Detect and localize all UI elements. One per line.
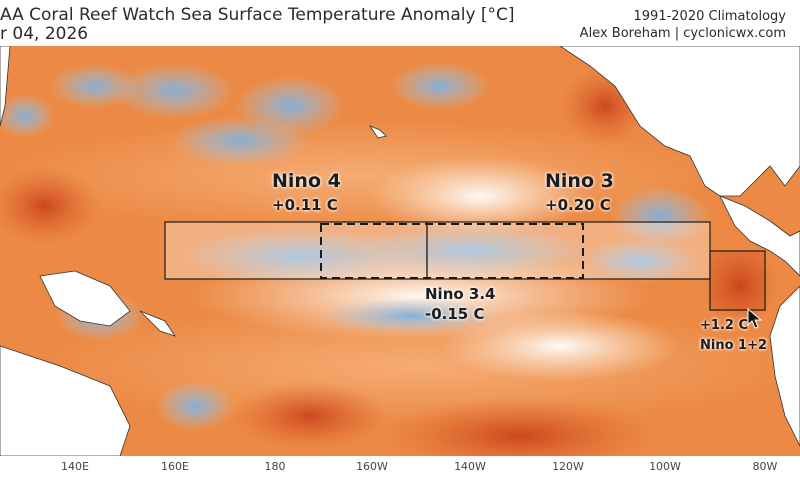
cool-patch [320,298,500,334]
cool-patch [390,62,490,110]
asia-edge-land [0,46,11,127]
axis-tick: 140W [454,460,486,473]
cool-patch [0,94,55,138]
longitude-axis: 140E 160E 180 160W 140W 120W 100W 80W [0,456,800,496]
nino4-name: Nino 4 [272,170,341,192]
hot-spot [380,396,660,456]
hawaii-islands [368,125,387,139]
hot-spot [0,166,100,246]
nino3-value: +0.20 C [545,196,611,214]
credit-label: Alex Boreham | cyclonicwx.com [579,26,786,41]
nino12-name: Nino 1+2 [700,338,768,353]
map-title: AA Coral Reef Watch Sea Surface Temperat… [0,5,515,25]
cool-patch [155,381,235,431]
axis-tick: 180 [264,460,286,473]
axis-tick: 160E [161,460,189,473]
axis-tick: 120W [552,460,584,473]
axis-tick: 100W [649,460,681,473]
hot-spot [700,246,780,326]
neutral-zone [370,156,590,236]
sst-anomaly-map [0,46,800,456]
map-header: AA Coral Reef Watch Sea Surface Temperat… [0,0,800,46]
hot-spot [230,381,390,451]
nino4-box [164,221,428,280]
nino34-box [320,223,584,279]
axis-tick: 140E [61,460,89,473]
map-date: r 04, 2026 [0,24,89,44]
nino3-name: Nino 3 [545,170,614,192]
central-america-land [719,195,800,277]
solomon-islands [139,310,176,337]
nino3-box [426,221,711,280]
cool-patch [170,116,310,166]
new-guinea-land [39,270,131,327]
nino12-box [709,250,766,311]
nino34-value: -0.15 C [425,305,485,323]
nino4-value: +0.11 C [272,196,338,214]
cool-patch [50,64,140,108]
cold-tongue [350,225,590,277]
climatology-label: 1991-2020 Climatology [633,9,786,24]
cool-patch [610,186,710,246]
axis-tick: 80W [752,460,778,473]
axis-tick: 160W [356,460,388,473]
nino34-name: Nino 3.4 [425,285,496,303]
cool-patch [115,63,235,119]
neutral-zone [440,311,680,381]
south-america-land [769,285,800,447]
cold-tongue [580,239,700,283]
nino12-value: +1.2 C [700,318,748,333]
australia-land [0,345,131,456]
